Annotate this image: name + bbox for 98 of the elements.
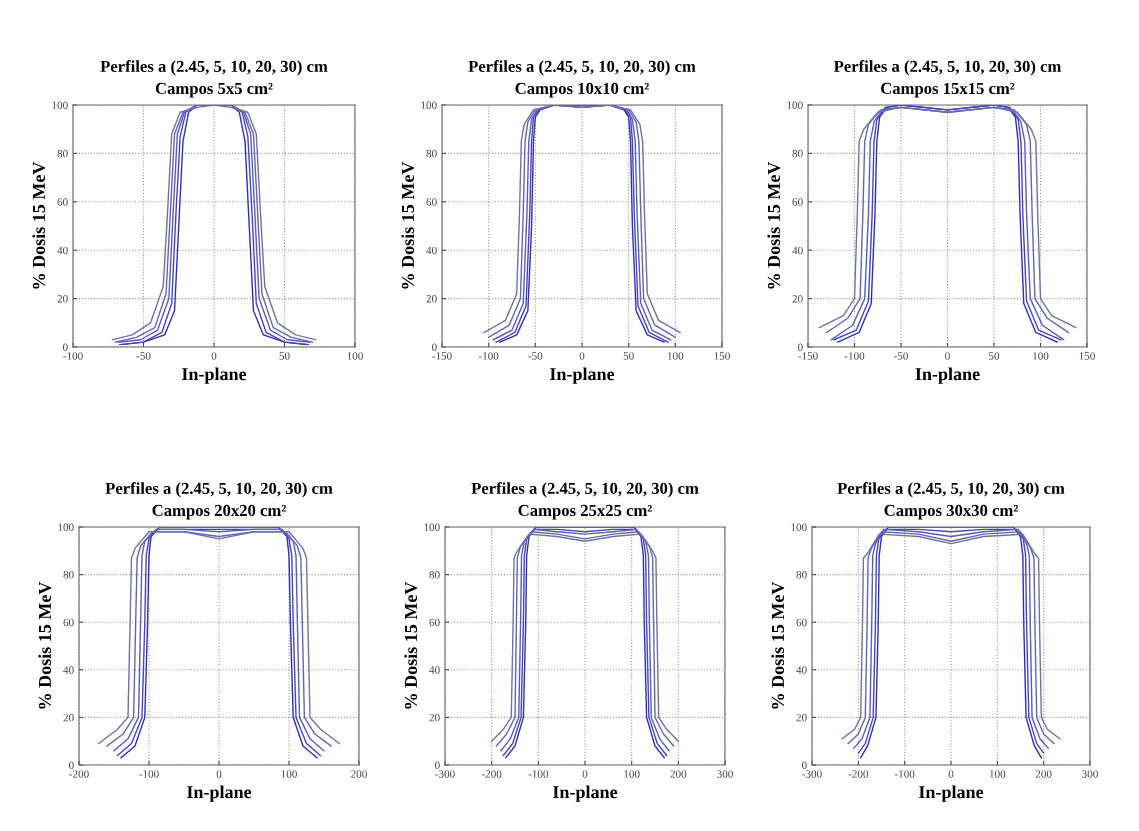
y-tick-label: 100 xyxy=(787,101,803,109)
x-tick-label: -200 xyxy=(848,770,869,778)
x-tick-label: -50 xyxy=(528,352,543,360)
y-tick-label: 60 xyxy=(57,198,68,206)
y-tick-label: 40 xyxy=(57,246,68,255)
x-tick-label: 0 xyxy=(216,770,222,778)
x-tick-label: 200 xyxy=(351,770,367,778)
chart-subtitle: Campos 5x5 cm² xyxy=(155,82,273,98)
y-tick-label: 80 xyxy=(796,571,807,579)
x-tick-label: -150 xyxy=(432,352,452,360)
x-tick-label: 150 xyxy=(714,352,730,360)
y-tick-label: 100 xyxy=(52,101,68,109)
y-tick-label: 80 xyxy=(57,149,68,158)
x-tick-label: 300 xyxy=(717,770,733,778)
x-tick-label: -300 xyxy=(802,770,822,778)
x-tick-label: -50 xyxy=(136,352,151,360)
x-tick-label: 100 xyxy=(281,770,297,778)
y-tick-label: 40 xyxy=(796,666,807,674)
x-tick-label: 0 xyxy=(579,352,585,360)
y-tick-label: 40 xyxy=(63,666,74,674)
y-tick-label: 40 xyxy=(792,246,803,255)
y-axis-title: % Dosis 15 MeV xyxy=(404,581,418,709)
y-tick-label: 0 xyxy=(69,761,74,769)
chart-title: Perfiles a (2.45, 5, 10, 20, 30) cm xyxy=(833,60,1062,76)
y-axis-title: % Dosis 15 MeV xyxy=(767,161,781,289)
y-axis-title: % Dosis 15 MeV xyxy=(38,581,52,709)
x-tick-label: -100 xyxy=(844,352,865,360)
x-tick-label: 100 xyxy=(347,352,363,360)
y-tick-label: 0 xyxy=(432,343,437,351)
chart-title: Perfiles a (2.45, 5, 10, 20, 30) cm xyxy=(105,482,333,498)
y-tick-label: 0 xyxy=(802,761,807,769)
y-tick-label: 20 xyxy=(426,295,437,303)
x-tick-label: 0 xyxy=(945,352,950,360)
y-tick-label: 40 xyxy=(429,666,440,674)
x-tick-label: 100 xyxy=(1033,352,1049,360)
y-tick-label: 0 xyxy=(63,343,68,351)
y-tick-label: 100 xyxy=(424,523,440,531)
y-tick-label: 100 xyxy=(791,523,807,531)
y-tick-label: 20 xyxy=(429,713,440,722)
x-tick-label: -100 xyxy=(63,352,83,360)
chart-subtitle: Campos 20x20 cm² xyxy=(152,504,286,520)
y-tick-label: 0 xyxy=(435,761,440,769)
x-tick-label: -200 xyxy=(481,770,502,778)
x-tick-label: -100 xyxy=(478,352,499,360)
x-tick-label: 200 xyxy=(670,770,687,778)
y-axis-title: % Dosis 15 MeV xyxy=(32,161,46,289)
x-tick-label: 100 xyxy=(667,352,684,360)
x-tick-label: 50 xyxy=(279,352,290,360)
x-tick-label: 0 xyxy=(582,770,588,778)
x-axis-title: In-plane xyxy=(550,367,615,384)
y-tick-label: 60 xyxy=(796,618,807,627)
y-tick-label: 20 xyxy=(63,713,74,722)
y-tick-label: 80 xyxy=(63,571,74,579)
chart-title: Perfiles a (2.45, 5, 10, 20, 30) cm xyxy=(468,60,696,76)
x-tick-label: -100 xyxy=(139,770,159,778)
y-tick-label: 20 xyxy=(57,295,68,303)
x-tick-label: 0 xyxy=(211,352,217,360)
x-tick-label: 100 xyxy=(624,770,640,778)
x-tick-label: 100 xyxy=(989,770,1006,778)
y-tick-label: 100 xyxy=(421,101,437,109)
x-tick-label: -200 xyxy=(69,770,89,778)
y-tick-label: 0 xyxy=(798,343,803,351)
x-axis-title: In-plane xyxy=(182,367,247,384)
x-tick-label: 300 xyxy=(1082,770,1098,778)
y-tick-label: 20 xyxy=(792,295,803,303)
y-tick-label: 20 xyxy=(796,713,807,722)
y-axis-title: % Dosis 15 MeV xyxy=(401,161,415,289)
x-tick-label: -300 xyxy=(435,770,455,778)
x-axis-title: In-plane xyxy=(553,785,618,802)
chart-subtitle: Campos 25x25 cm² xyxy=(518,504,652,520)
y-axis-title: % Dosis 15 MeV xyxy=(771,581,785,709)
x-axis-title: In-plane xyxy=(915,367,980,384)
chart-subtitle: Campos 15x15 cm² xyxy=(881,82,1015,98)
y-tick-label: 60 xyxy=(426,198,437,206)
x-tick-label: -100 xyxy=(894,770,915,778)
x-axis-title: In-plane xyxy=(187,785,252,802)
y-tick-label: 80 xyxy=(792,149,803,158)
x-tick-label: 50 xyxy=(623,352,634,360)
x-tick-label: 200 xyxy=(1035,770,1052,778)
x-tick-label: -150 xyxy=(798,352,818,360)
chart-title: Perfiles a (2.45, 5, 10, 20, 30) cm xyxy=(100,60,328,76)
chart-subtitle: Campos 10x10 cm² xyxy=(515,82,649,98)
chart-title: Perfiles a (2.45, 5, 10, 20, 30) cm xyxy=(837,482,1065,498)
y-tick-label: 60 xyxy=(429,618,440,627)
x-tick-label: 0 xyxy=(948,770,954,778)
y-tick-label: 60 xyxy=(792,198,803,206)
y-tick-label: 100 xyxy=(58,523,74,531)
y-tick-label: 80 xyxy=(429,571,440,579)
x-axis-title: In-plane xyxy=(919,785,984,802)
chart-subtitle: Campos 30x30 cm² xyxy=(884,504,1018,520)
x-tick-label: 150 xyxy=(1079,352,1095,360)
x-tick-label: -100 xyxy=(528,770,549,778)
y-tick-label: 40 xyxy=(426,246,437,255)
x-tick-label: -50 xyxy=(894,352,908,360)
x-tick-label: 50 xyxy=(989,352,1000,360)
y-tick-label: 80 xyxy=(426,149,437,158)
y-tick-label: 60 xyxy=(63,618,74,627)
chart-title: Perfiles a (2.45, 5, 10, 20, 30) cm xyxy=(471,482,699,498)
